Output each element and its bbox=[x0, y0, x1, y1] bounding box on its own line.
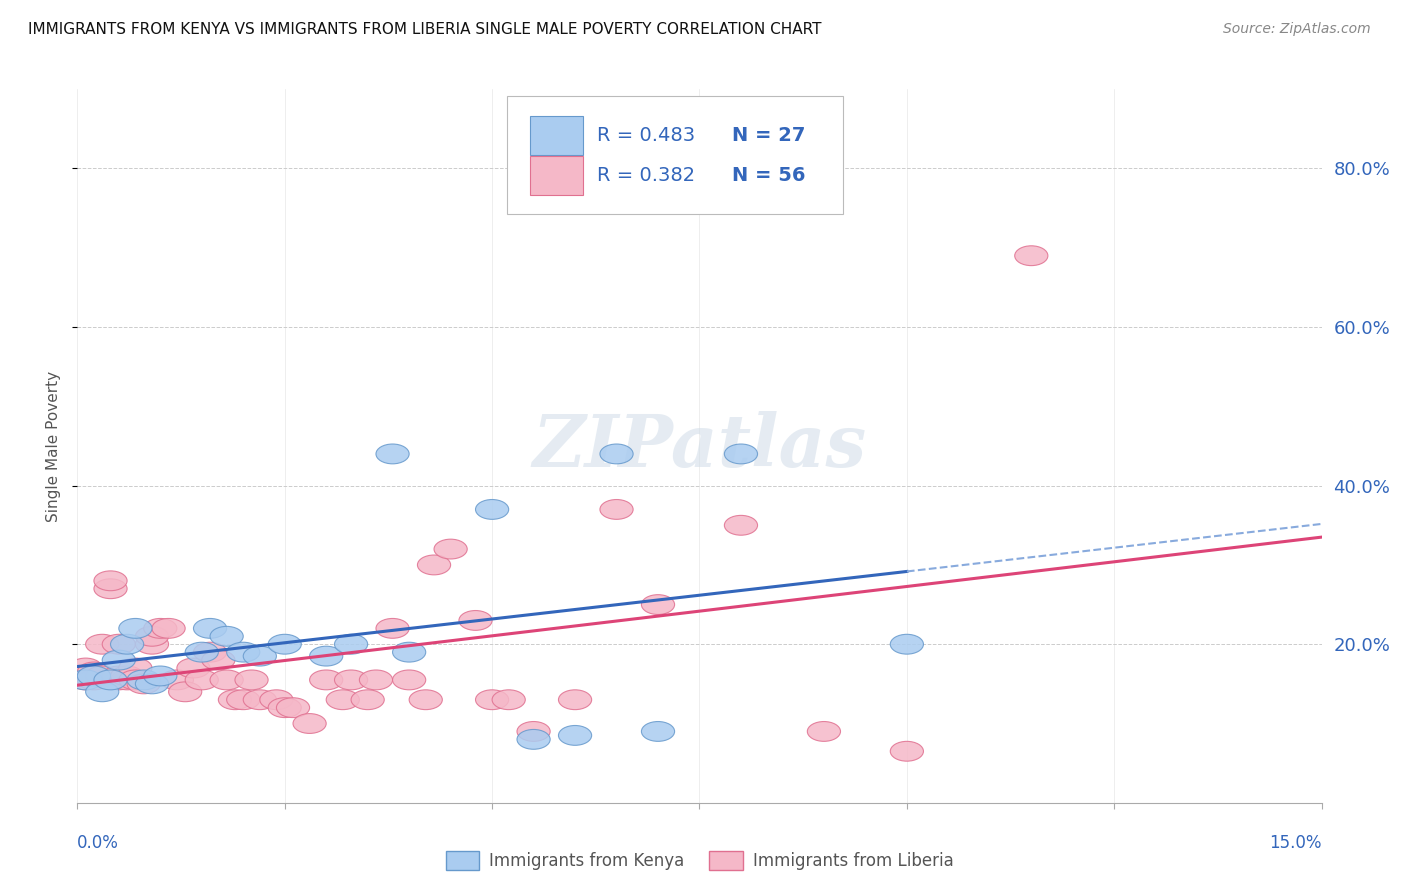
Ellipse shape bbox=[94, 670, 127, 690]
Ellipse shape bbox=[94, 571, 127, 591]
Ellipse shape bbox=[458, 610, 492, 631]
Ellipse shape bbox=[409, 690, 443, 710]
Ellipse shape bbox=[326, 690, 360, 710]
Ellipse shape bbox=[392, 670, 426, 690]
Ellipse shape bbox=[600, 444, 633, 464]
Ellipse shape bbox=[120, 670, 152, 690]
Text: N = 27: N = 27 bbox=[733, 126, 806, 145]
Ellipse shape bbox=[558, 690, 592, 710]
Ellipse shape bbox=[103, 670, 135, 690]
Ellipse shape bbox=[177, 658, 209, 678]
Ellipse shape bbox=[890, 634, 924, 654]
Ellipse shape bbox=[111, 670, 143, 690]
Ellipse shape bbox=[724, 516, 758, 535]
Text: R = 0.483: R = 0.483 bbox=[598, 126, 696, 145]
Legend: Immigrants from Kenya, Immigrants from Liberia: Immigrants from Kenya, Immigrants from L… bbox=[439, 844, 960, 877]
Ellipse shape bbox=[103, 666, 135, 686]
Ellipse shape bbox=[335, 670, 368, 690]
Ellipse shape bbox=[86, 666, 120, 686]
Y-axis label: Single Male Poverty: Single Male Poverty bbox=[46, 370, 62, 522]
Ellipse shape bbox=[160, 670, 194, 690]
Ellipse shape bbox=[127, 674, 160, 694]
Ellipse shape bbox=[143, 666, 177, 686]
Ellipse shape bbox=[194, 618, 226, 639]
Ellipse shape bbox=[434, 539, 467, 559]
Ellipse shape bbox=[77, 662, 111, 681]
FancyBboxPatch shape bbox=[506, 96, 842, 214]
Ellipse shape bbox=[77, 670, 111, 690]
Ellipse shape bbox=[127, 670, 160, 690]
Ellipse shape bbox=[243, 646, 277, 666]
Ellipse shape bbox=[202, 650, 235, 670]
Ellipse shape bbox=[186, 642, 218, 662]
Ellipse shape bbox=[69, 670, 103, 690]
Ellipse shape bbox=[243, 690, 277, 710]
Ellipse shape bbox=[111, 666, 143, 686]
Ellipse shape bbox=[120, 618, 152, 639]
Ellipse shape bbox=[209, 670, 243, 690]
Bar bbox=[530, 116, 582, 155]
Text: R = 0.382: R = 0.382 bbox=[598, 166, 696, 185]
Ellipse shape bbox=[103, 634, 135, 654]
Ellipse shape bbox=[392, 642, 426, 662]
Ellipse shape bbox=[360, 670, 392, 690]
Ellipse shape bbox=[269, 634, 301, 654]
Ellipse shape bbox=[103, 650, 135, 670]
Ellipse shape bbox=[260, 690, 292, 710]
Ellipse shape bbox=[418, 555, 451, 574]
Ellipse shape bbox=[475, 500, 509, 519]
Ellipse shape bbox=[69, 670, 103, 690]
Ellipse shape bbox=[209, 626, 243, 646]
Ellipse shape bbox=[111, 634, 143, 654]
Ellipse shape bbox=[641, 595, 675, 615]
Ellipse shape bbox=[235, 670, 269, 690]
Ellipse shape bbox=[143, 618, 177, 639]
Ellipse shape bbox=[86, 634, 120, 654]
Ellipse shape bbox=[309, 646, 343, 666]
Text: ZIPatlas: ZIPatlas bbox=[533, 410, 866, 482]
Ellipse shape bbox=[807, 722, 841, 741]
Ellipse shape bbox=[77, 666, 111, 686]
Ellipse shape bbox=[641, 722, 675, 741]
Ellipse shape bbox=[335, 634, 368, 654]
Ellipse shape bbox=[135, 634, 169, 654]
Text: IMMIGRANTS FROM KENYA VS IMMIGRANTS FROM LIBERIA SINGLE MALE POVERTY CORRELATION: IMMIGRANTS FROM KENYA VS IMMIGRANTS FROM… bbox=[28, 22, 821, 37]
Text: 15.0%: 15.0% bbox=[1270, 834, 1322, 852]
Ellipse shape bbox=[218, 690, 252, 710]
Ellipse shape bbox=[1015, 246, 1047, 266]
Text: Source: ZipAtlas.com: Source: ZipAtlas.com bbox=[1223, 22, 1371, 37]
Bar bbox=[530, 155, 582, 194]
Ellipse shape bbox=[277, 698, 309, 717]
Ellipse shape bbox=[375, 444, 409, 464]
Ellipse shape bbox=[120, 658, 152, 678]
Ellipse shape bbox=[600, 500, 633, 519]
Ellipse shape bbox=[226, 642, 260, 662]
Ellipse shape bbox=[352, 690, 384, 710]
Ellipse shape bbox=[558, 725, 592, 746]
Ellipse shape bbox=[86, 681, 120, 702]
Ellipse shape bbox=[269, 698, 301, 717]
Ellipse shape bbox=[517, 730, 550, 749]
Ellipse shape bbox=[94, 579, 127, 599]
Ellipse shape bbox=[375, 618, 409, 639]
Ellipse shape bbox=[226, 690, 260, 710]
Ellipse shape bbox=[69, 658, 103, 678]
Ellipse shape bbox=[186, 670, 218, 690]
Ellipse shape bbox=[492, 690, 526, 710]
Ellipse shape bbox=[152, 618, 186, 639]
Ellipse shape bbox=[194, 642, 226, 662]
Ellipse shape bbox=[169, 681, 202, 702]
Ellipse shape bbox=[890, 741, 924, 761]
Text: N = 56: N = 56 bbox=[733, 166, 806, 185]
Ellipse shape bbox=[135, 626, 169, 646]
Text: 0.0%: 0.0% bbox=[77, 834, 120, 852]
Ellipse shape bbox=[475, 690, 509, 710]
Ellipse shape bbox=[309, 670, 343, 690]
Ellipse shape bbox=[517, 722, 550, 741]
Ellipse shape bbox=[724, 444, 758, 464]
Ellipse shape bbox=[292, 714, 326, 733]
Ellipse shape bbox=[135, 674, 169, 694]
